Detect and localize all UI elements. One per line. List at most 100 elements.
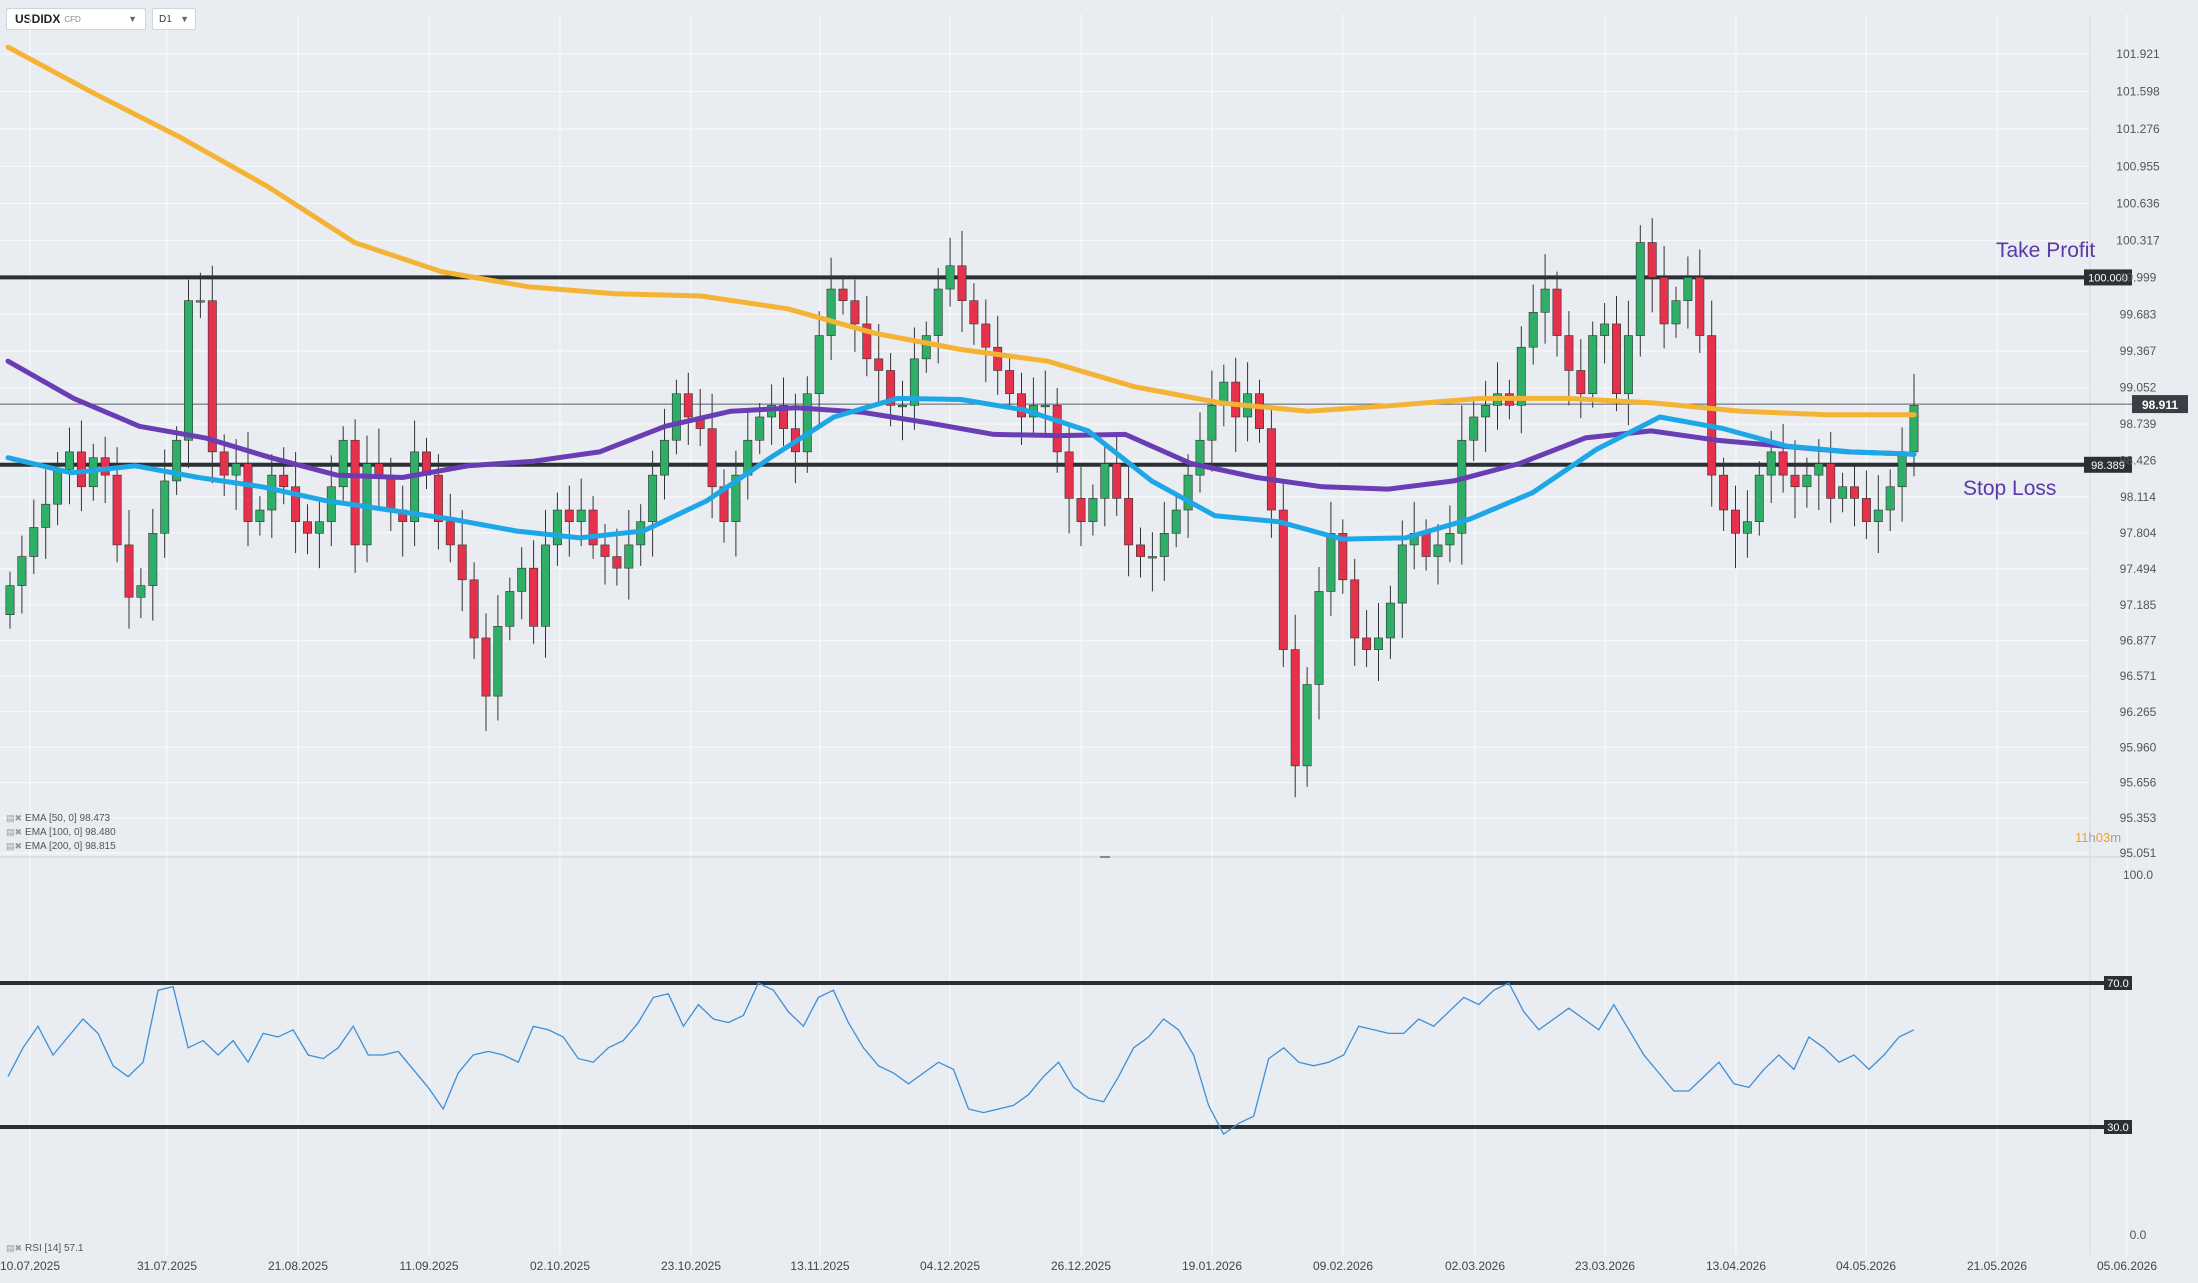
- candle-body: [850, 300, 860, 325]
- candle-body: [529, 567, 539, 627]
- candle-body: [1754, 474, 1764, 522]
- candle-body: [1588, 335, 1598, 395]
- candle-body: [469, 579, 479, 639]
- settings-icon[interactable]: ▤✖: [6, 813, 23, 823]
- candle-body: [493, 626, 503, 697]
- candle-body: [1635, 242, 1645, 336]
- level-badge: [2084, 269, 2132, 286]
- candle-body: [1052, 405, 1062, 453]
- price-tick-label: 95.353: [2120, 811, 2157, 825]
- price-tick-label: 96.265: [2120, 705, 2157, 719]
- date-tick-label: 04.05.2026: [1836, 1259, 1896, 1273]
- candle-body: [517, 567, 527, 592]
- candle-body: [969, 300, 979, 325]
- price-tick-label: 96.877: [2120, 634, 2157, 648]
- ema100-legend[interactable]: ▤✖ EMA [100, 0] 98.480: [6, 827, 116, 838]
- candle-body: [1255, 393, 1264, 429]
- candle-body: [1064, 451, 1074, 499]
- candle-body: [1457, 439, 1467, 534]
- candle-body: [1278, 509, 1288, 650]
- candle-body: [1040, 405, 1050, 408]
- candle-body: [303, 521, 312, 534]
- price-tick-label: 101.276: [2116, 122, 2160, 136]
- symbol-selector[interactable]: USDIDX CFD ▼: [6, 8, 146, 30]
- candle-body: [1266, 428, 1276, 511]
- price-tick-label: 98.739: [2120, 417, 2157, 431]
- price-tick-label: 100.636: [2116, 196, 2160, 210]
- candle-body: [1112, 463, 1122, 499]
- price-tick-label: 95.656: [2120, 776, 2157, 790]
- candle-body: [314, 521, 324, 534]
- candle-body: [148, 532, 158, 586]
- candle-body: [433, 474, 443, 522]
- current-price-label: 98.911: [2142, 398, 2178, 412]
- ema100-line: [5, 358, 1917, 492]
- candle-body: [267, 474, 277, 511]
- price-tick-label: 95.051: [2120, 846, 2157, 860]
- settings-icon[interactable]: ▤✖: [6, 827, 23, 837]
- price-tick-label: 99.999: [2120, 271, 2157, 285]
- candle-body: [898, 405, 907, 408]
- candle-body: [1445, 532, 1455, 546]
- candle-body: [1076, 498, 1086, 522]
- ema50-legend[interactable]: ▤✖ EMA [50, 0] 98.473: [6, 813, 111, 824]
- price-tick-label: 101.921: [2116, 47, 2160, 61]
- candle-body: [1814, 463, 1824, 476]
- candle-body: [112, 474, 122, 546]
- chevron-down-icon: ▼: [180, 14, 189, 24]
- candle-body: [838, 288, 848, 301]
- candle-body: [219, 451, 229, 476]
- candle-body: [184, 300, 193, 441]
- rsi-legend[interactable]: ▤✖ RSI [14] 57.1: [6, 1243, 84, 1254]
- price-tick-label: 96.571: [2120, 669, 2157, 683]
- candle-body: [564, 509, 574, 522]
- candle-body: [5, 585, 15, 615]
- price-tick-label: 100.317: [2116, 234, 2160, 248]
- candle-countdown: 11h03m: [2075, 830, 2121, 845]
- candle-body: [445, 521, 455, 546]
- date-tick-label: 21.08.2025: [268, 1259, 328, 1273]
- settings-icon[interactable]: ▤✖: [6, 841, 23, 851]
- candle-body: [814, 335, 824, 395]
- candle-body: [255, 509, 265, 522]
- candle-body: [1397, 544, 1407, 604]
- candle-body: [1124, 498, 1134, 546]
- candle-body: [1088, 498, 1098, 522]
- ema200-legend[interactable]: ▤✖ EMA [200, 0] 98.815: [6, 841, 116, 852]
- candle-body: [1790, 474, 1800, 488]
- rsi-tick-label: 100.0: [2123, 868, 2153, 882]
- candle-body: [410, 451, 420, 522]
- ema200-line: [5, 44, 1917, 418]
- candle-body: [457, 544, 467, 581]
- symbol-badge: CFD: [64, 14, 81, 24]
- candle-body: [350, 439, 360, 546]
- candle-body: [1719, 474, 1729, 511]
- candle-body: [291, 486, 301, 522]
- settings-icon[interactable]: ▤✖: [6, 1243, 23, 1253]
- rsi-level-badge: [2104, 1120, 2132, 1134]
- candle-body: [160, 480, 170, 534]
- candle-body: [826, 288, 836, 336]
- candle-body: [481, 637, 491, 697]
- ema50-line: [5, 395, 1917, 542]
- level-badge: [2084, 456, 2132, 473]
- candle-body: [1136, 544, 1145, 557]
- price-tick-label: 97.185: [2120, 598, 2157, 612]
- candle-body: [1159, 532, 1169, 557]
- candle-body: [1207, 405, 1217, 441]
- candle-body: [1873, 509, 1883, 522]
- level-badge-label: 98.389: [2091, 460, 2125, 472]
- stop-loss-label: Stop Loss: [1963, 477, 2056, 500]
- candle-body: [1731, 509, 1740, 534]
- date-tick-label: 11.09.2025: [399, 1259, 458, 1273]
- candle-body: [1362, 637, 1372, 650]
- candle-body: [981, 323, 991, 348]
- candle-body: [386, 474, 396, 511]
- candle-body: [124, 544, 134, 598]
- candle-body: [957, 265, 967, 301]
- timeframe-selector[interactable]: D1 ▼: [152, 8, 196, 30]
- candle-body: [1385, 602, 1395, 639]
- candle-body: [945, 265, 955, 290]
- candle-body: [1421, 532, 1431, 557]
